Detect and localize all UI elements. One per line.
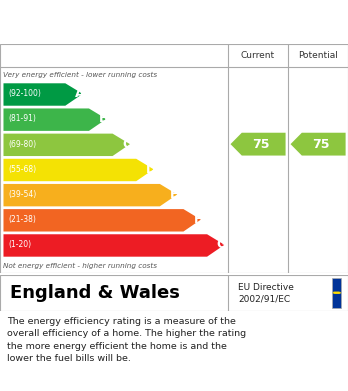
Text: EU Directive: EU Directive bbox=[238, 283, 294, 292]
Text: 75: 75 bbox=[312, 138, 330, 151]
Text: ★: ★ bbox=[338, 291, 341, 295]
Text: 2002/91/EC: 2002/91/EC bbox=[238, 295, 291, 304]
Polygon shape bbox=[3, 184, 177, 206]
Text: ★: ★ bbox=[337, 291, 341, 295]
Text: C: C bbox=[123, 138, 132, 151]
Text: ★: ★ bbox=[335, 291, 339, 295]
Polygon shape bbox=[3, 108, 106, 131]
Text: (69-80): (69-80) bbox=[9, 140, 37, 149]
Polygon shape bbox=[3, 159, 153, 181]
Text: The energy efficiency rating is a measure of the
overall efficiency of a home. T: The energy efficiency rating is a measur… bbox=[7, 317, 246, 363]
Text: F: F bbox=[194, 213, 203, 226]
Text: (39-54): (39-54) bbox=[9, 190, 37, 199]
Text: E: E bbox=[171, 188, 179, 201]
Text: (92-100): (92-100) bbox=[9, 89, 41, 98]
Text: D: D bbox=[146, 163, 156, 176]
Polygon shape bbox=[3, 234, 224, 256]
Bar bbox=[332, 278, 341, 308]
Text: G: G bbox=[217, 238, 227, 251]
Text: ★: ★ bbox=[336, 291, 340, 294]
Text: England & Wales: England & Wales bbox=[10, 284, 180, 302]
Text: Very energy efficient - lower running costs: Very energy efficient - lower running co… bbox=[3, 72, 158, 77]
Text: Current: Current bbox=[241, 51, 275, 60]
Text: ★: ★ bbox=[337, 291, 341, 295]
Text: ★: ★ bbox=[333, 291, 337, 295]
Text: (81-91): (81-91) bbox=[9, 115, 37, 124]
Text: ★: ★ bbox=[332, 291, 336, 295]
Text: (55-68): (55-68) bbox=[9, 165, 37, 174]
Polygon shape bbox=[230, 133, 286, 156]
Text: A: A bbox=[75, 87, 85, 100]
Text: (21-38): (21-38) bbox=[9, 215, 37, 224]
Text: (1-20): (1-20) bbox=[9, 240, 32, 249]
Text: B: B bbox=[99, 113, 109, 126]
Polygon shape bbox=[3, 134, 130, 156]
Text: ★: ★ bbox=[332, 291, 336, 295]
Text: 75: 75 bbox=[252, 138, 270, 151]
Text: Not energy efficient - higher running costs: Not energy efficient - higher running co… bbox=[3, 262, 158, 269]
Text: Potential: Potential bbox=[298, 51, 338, 60]
Polygon shape bbox=[3, 209, 201, 231]
Text: ★: ★ bbox=[332, 291, 336, 295]
Polygon shape bbox=[291, 133, 346, 156]
Text: Energy Efficiency Rating: Energy Efficiency Rating bbox=[10, 17, 220, 32]
Text: ★: ★ bbox=[335, 291, 339, 294]
Text: ★: ★ bbox=[333, 291, 337, 294]
Polygon shape bbox=[3, 83, 83, 106]
Text: ★: ★ bbox=[336, 291, 340, 295]
